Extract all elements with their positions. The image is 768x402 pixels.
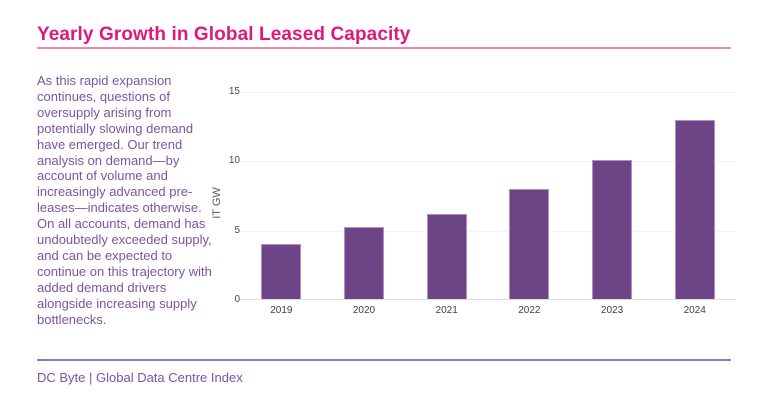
bar-2019 [261,243,302,299]
commentary-text: As this rapid expansion continues, quest… [37,73,212,327]
x-label-2020: 2020 [352,305,376,316]
bar-slot-2024 [653,92,736,299]
gridline-5 [240,230,736,232]
footer-divider [37,359,731,361]
y-tick-15: 15 [228,86,240,97]
y-tick-5: 5 [234,224,240,236]
bar-2022 [509,189,550,299]
footer-source: DC Byte | Global Data Centre Index [37,370,243,385]
bar-2021 [426,214,467,299]
y-tick-0: 0 [234,294,240,305]
bar-2024 [674,120,715,299]
x-label-2022: 2022 [518,305,541,316]
bar-slot-2020 [323,92,406,299]
x-label-2023: 2023 [600,305,624,316]
bar-chart: IT GW 0 5 10 15 2019 2020 2021 2022 2023 2024 [202,85,738,320]
gridline-10 [240,161,736,163]
bar-slot-2023 [571,92,654,299]
page-title: Yearly Growth in Global Leased Capacity [37,24,411,45]
bar-2020 [344,226,384,299]
title-divider [37,47,731,49]
gridline-15 [240,92,736,93]
plot-area [240,92,736,300]
x-label-2024: 2024 [683,305,706,316]
x-axis-labels: 2019 2020 2021 2022 2023 2024 [240,305,736,316]
bar-slot-2021 [405,92,488,299]
bar-2023 [592,160,633,299]
x-label-2021: 2021 [435,305,458,316]
y-axis-label: IT GW [210,187,223,219]
x-label-2019: 2019 [270,305,293,316]
bar-slot-2022 [488,92,571,299]
bar-slot-2019 [240,92,323,299]
bar-series [240,92,736,299]
y-tick-10: 10 [228,155,240,167]
